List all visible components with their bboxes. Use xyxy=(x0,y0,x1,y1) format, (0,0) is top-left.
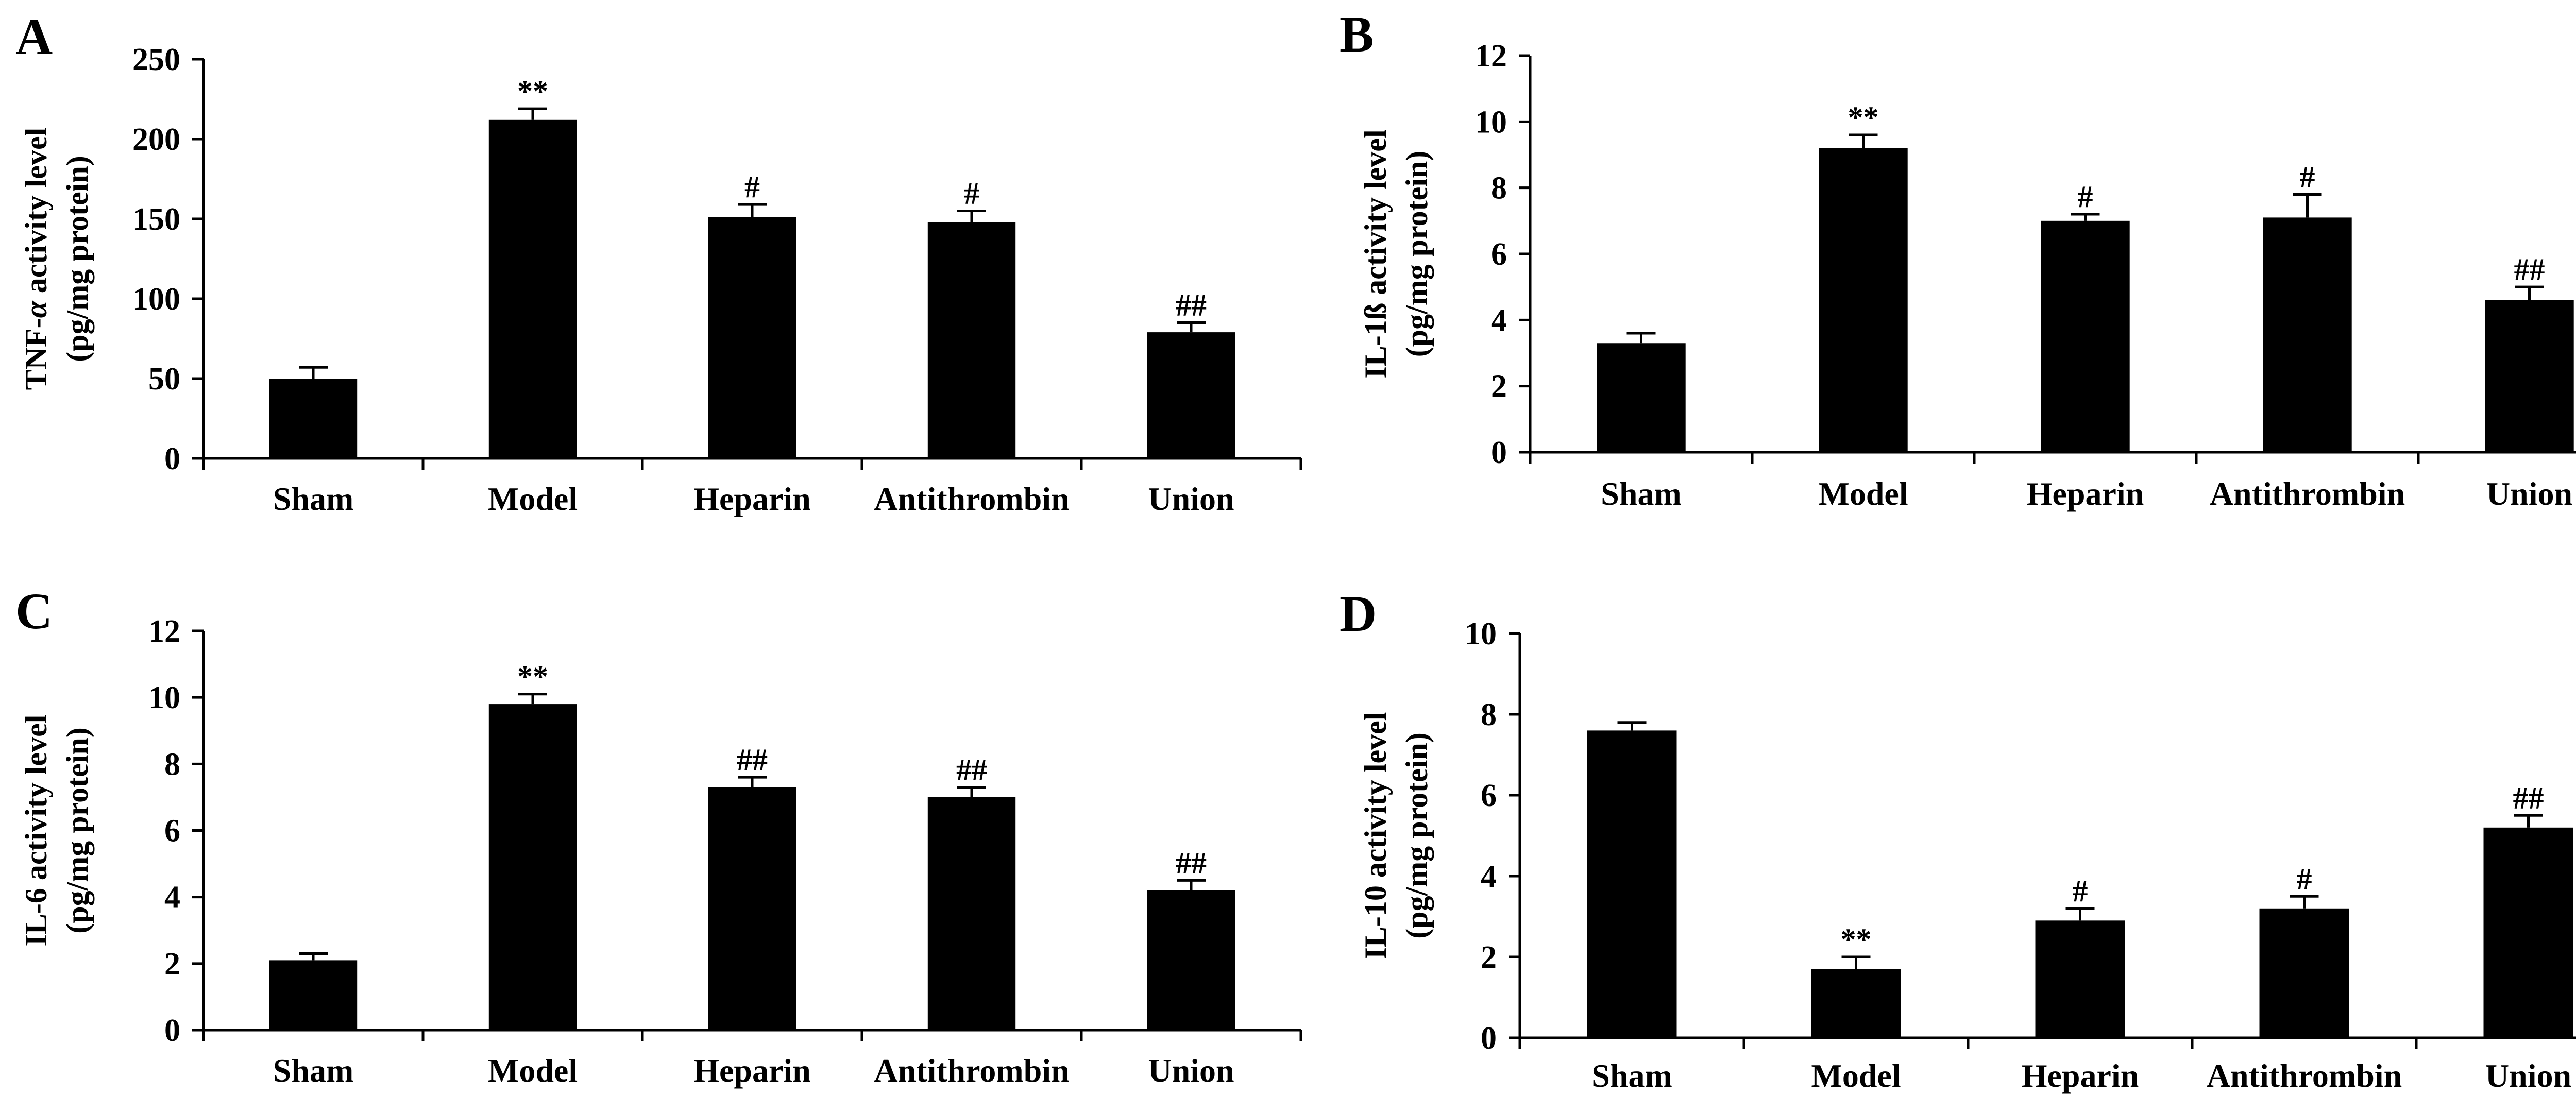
y-tick-label: 0 xyxy=(164,1013,180,1048)
y-tick-label: 250 xyxy=(132,42,180,77)
bar-heparin xyxy=(2035,920,2125,1038)
y-axis-unit-label: (pg/mg protein) xyxy=(1400,732,1434,939)
y-axis-unit-label: (pg/mg protein) xyxy=(60,727,94,934)
significance-mark: ** xyxy=(1848,100,1879,134)
panel-letter: C xyxy=(15,582,53,640)
x-category-label: Union xyxy=(1148,1052,1234,1089)
x-category-label: Model xyxy=(1811,1057,1901,1094)
significance-mark: ## xyxy=(2514,252,2545,286)
y-tick-label: 12 xyxy=(148,614,180,649)
y-tick-label: 0 xyxy=(1481,1021,1497,1056)
y-tick-label: 8 xyxy=(1491,171,1507,206)
significance-mark: # xyxy=(964,177,979,211)
significance-mark: # xyxy=(2078,180,2093,214)
x-category-label: Sham xyxy=(273,1052,354,1089)
bar-antithrombin xyxy=(927,797,1016,1030)
y-axis-unit-label: (pg/mg protein) xyxy=(1400,151,1434,357)
bar-union xyxy=(2483,827,2573,1038)
x-category-label: Model xyxy=(488,481,578,517)
x-category-label: Antithrombin xyxy=(874,1052,1069,1089)
y-tick-label: 6 xyxy=(164,814,180,849)
x-category-label: Union xyxy=(2485,1057,2571,1094)
significance-mark: # xyxy=(2297,862,2312,896)
y-tick-label: 2 xyxy=(1481,940,1497,975)
bar-antithrombin xyxy=(2259,908,2349,1038)
y-tick-label: 8 xyxy=(164,747,180,782)
y-axis-label: IL-10 activity level xyxy=(1359,712,1393,959)
y-tick-label: 6 xyxy=(1491,237,1507,272)
x-category-label: Heparin xyxy=(693,1052,811,1089)
significance-mark: # xyxy=(2073,874,2088,908)
x-category-label: Model xyxy=(488,1052,578,1089)
y-tick-label: 10 xyxy=(148,680,180,715)
x-category-label: Antithrombin xyxy=(2210,475,2405,512)
bar-heparin xyxy=(708,787,796,1030)
x-category-label: Heparin xyxy=(2022,1057,2139,1094)
x-category-label: Heparin xyxy=(693,481,811,517)
significance-mark: ## xyxy=(2513,781,2544,815)
bar-heparin xyxy=(708,217,796,458)
chart-panel-c: C 0 2 4 6 8 10 12 IL-6 activity level (pg/mg prot… xyxy=(15,582,1302,1089)
y-tick-label: 150 xyxy=(132,202,180,237)
y-tick-label: 200 xyxy=(132,122,180,157)
y-axis-unit-label: (pg/mg protein) xyxy=(60,156,94,362)
y-tick-label: 0 xyxy=(164,441,180,476)
y-tick-label: 8 xyxy=(1481,697,1497,732)
chart-panel-a: A 0 50 100 150 200 250 TNF-α activity level (pg/… xyxy=(15,8,1302,517)
significance-mark: ** xyxy=(517,74,548,108)
y-tick-label: 100 xyxy=(132,282,180,317)
bar-sham xyxy=(269,379,358,458)
bar-heparin xyxy=(2041,220,2130,452)
x-category-label: Union xyxy=(1148,481,1234,517)
y-tick-label: 10 xyxy=(1475,105,1507,140)
significance-mark: # xyxy=(744,170,760,204)
chart-panel-b: B 0 2 4 6 8 10 12 IL-1ß activity level (pg/mg pro… xyxy=(1340,6,2576,512)
bar-model xyxy=(1819,148,1908,453)
bar-union xyxy=(1147,332,1235,458)
y-tick-label: 50 xyxy=(148,362,180,397)
y-tick-label: 2 xyxy=(164,947,180,982)
y-tick-label: 2 xyxy=(1491,369,1507,404)
significance-mark: ** xyxy=(1841,922,1872,956)
bar-union xyxy=(2485,300,2574,452)
y-tick-label: 4 xyxy=(1491,303,1507,338)
bar-model xyxy=(488,119,577,459)
significance-mark: ## xyxy=(1176,288,1207,322)
bar-antithrombin xyxy=(2263,217,2352,452)
x-category-label: Union xyxy=(2486,475,2572,512)
significance-mark: ## xyxy=(737,743,768,777)
y-tick-label: 6 xyxy=(1481,778,1497,813)
panel-letter: A xyxy=(15,8,53,65)
x-category-label: Sham xyxy=(1601,475,1682,512)
y-axis-label: IL-1ß activity level xyxy=(1359,129,1393,378)
x-category-label: Model xyxy=(1818,475,1908,512)
bar-union xyxy=(1147,890,1235,1030)
x-category-label: Antithrombin xyxy=(874,481,1069,517)
significance-mark: # xyxy=(2300,160,2315,194)
panel-letter: B xyxy=(1340,6,1374,63)
significance-mark: ** xyxy=(517,660,548,694)
bar-model xyxy=(1811,969,1901,1038)
x-category-label: Sham xyxy=(1591,1057,1672,1094)
y-axis-label: IL-6 activity level xyxy=(19,715,53,947)
bar-sham xyxy=(1587,730,1677,1038)
bar-antithrombin xyxy=(927,222,1016,458)
x-category-label: Antithrombin xyxy=(2207,1057,2402,1094)
significance-mark: ## xyxy=(956,753,987,787)
x-category-label: Heparin xyxy=(2027,475,2144,512)
chart-panel-d: D 0 2 4 6 8 10 IL-10 activity level (pg/mg prote… xyxy=(1340,585,2576,1094)
bar-sham xyxy=(269,960,358,1030)
panel-letter: D xyxy=(1340,585,1377,642)
bar-sham xyxy=(1597,343,1686,452)
x-category-label: Sham xyxy=(273,481,354,517)
y-tick-label: 4 xyxy=(164,880,180,915)
y-axis-label: TNF-α activity level xyxy=(19,128,53,390)
y-tick-label: 10 xyxy=(1465,616,1497,652)
y-tick-label: 4 xyxy=(1481,859,1497,894)
y-tick-label: 0 xyxy=(1491,435,1507,470)
bar-model xyxy=(488,704,577,1030)
significance-mark: ## xyxy=(1176,846,1207,880)
y-tick-label: 12 xyxy=(1475,39,1507,74)
